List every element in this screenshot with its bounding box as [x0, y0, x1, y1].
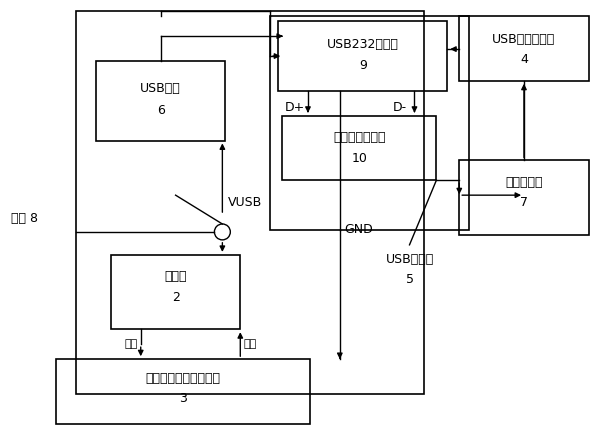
Text: GND: GND	[344, 224, 373, 236]
Bar	[459, 161, 589, 235]
Text: D-: D-	[393, 101, 406, 114]
Text: USB232转换口: USB232转换口	[327, 37, 399, 51]
Bar	[111, 255, 240, 329]
Bar	[278, 21, 447, 91]
Text: 2: 2	[172, 291, 180, 304]
Text: 转串口通信模块: 转串口通信模块	[333, 131, 386, 144]
Text: 充放电升压保护一体板: 充放电升压保护一体板	[145, 373, 220, 385]
Text: USB数据传输线: USB数据传输线	[492, 33, 555, 46]
Text: 4: 4	[520, 52, 528, 66]
Text: 电源适配器: 电源适配器	[505, 176, 543, 189]
Bar	[56, 359, 310, 424]
Text: 3: 3	[178, 392, 186, 405]
Bar	[76, 11, 425, 394]
Bar	[270, 16, 469, 230]
Text: VUSB: VUSB	[229, 196, 262, 209]
Text: 锂电池: 锂电池	[165, 270, 187, 283]
Text: USB母座: USB母座	[140, 82, 181, 95]
Bar	[459, 16, 589, 81]
Text: 正极: 正极	[124, 339, 137, 349]
Text: 9: 9	[359, 60, 367, 72]
Text: 7: 7	[520, 196, 528, 209]
Text: 负极: 负极	[244, 339, 257, 349]
Text: 5: 5	[405, 273, 414, 286]
Bar	[282, 116, 437, 180]
Bar	[96, 61, 226, 141]
Text: 开关 8: 开关 8	[11, 212, 39, 224]
Text: 6: 6	[157, 104, 165, 117]
Text: 10: 10	[352, 152, 368, 165]
Text: D+: D+	[285, 101, 305, 114]
Text: USB连接器: USB连接器	[385, 253, 434, 266]
